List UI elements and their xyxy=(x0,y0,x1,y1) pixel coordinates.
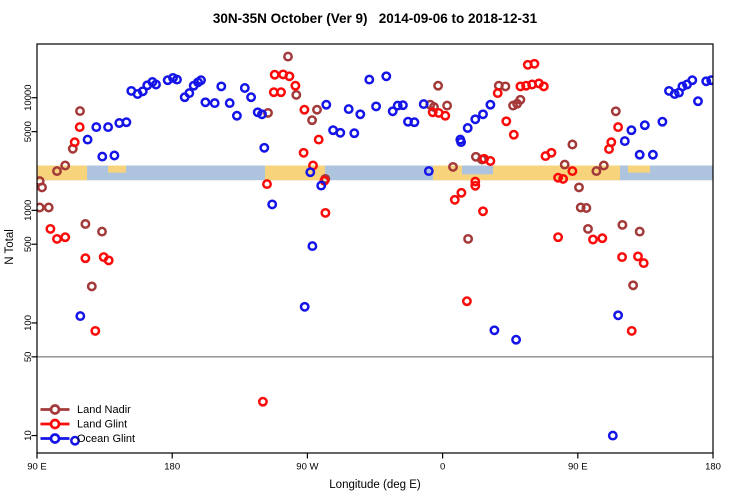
legend-markers xyxy=(40,404,70,444)
legend-label-ocean-glint: Ocean Glint xyxy=(77,433,135,445)
y-tick-label: 10000 xyxy=(23,85,34,111)
x-axis-title: Longitude (deg E) xyxy=(329,479,421,491)
legend: Land Nadir Land Glint Ocean Glint xyxy=(40,404,135,445)
y-tick-label: 500 xyxy=(23,236,34,252)
y-tick-label: 5000 xyxy=(23,121,34,142)
x-tick-label: 90 E xyxy=(568,462,588,473)
x-tick-label: 90 W xyxy=(296,462,318,473)
y-tick-label: 1000 xyxy=(23,200,34,221)
x-tick-label: 180 xyxy=(705,462,721,473)
y-tick-label: 100 xyxy=(23,315,34,331)
data-points xyxy=(37,51,713,446)
axes-frame xyxy=(36,43,714,454)
y-tick-label: 50 xyxy=(23,352,34,363)
x-tick-label: 180 xyxy=(164,462,180,473)
x-tick-label: 0 xyxy=(440,462,445,473)
legend-label-land-glint: Land Glint xyxy=(77,419,127,431)
x-axis-ticks: 90 E 180 90 W 0 90 E 180 xyxy=(27,453,721,473)
map-band xyxy=(37,165,713,181)
y-axis-title: N Total xyxy=(4,229,16,265)
chart-title: 30N-35N October (Ver 9) 2014-09-06 to 20… xyxy=(213,11,538,26)
series-ocean-glint xyxy=(70,71,713,446)
y-axis-ticks: 10 50 100 500 1000 5000 10000 xyxy=(23,85,37,441)
y-tick-label: 10 xyxy=(23,430,34,441)
legend-label-land-nadir: Land Nadir xyxy=(77,404,131,416)
series-land-glint xyxy=(45,58,649,407)
x-tick-label: 90 E xyxy=(27,462,47,473)
